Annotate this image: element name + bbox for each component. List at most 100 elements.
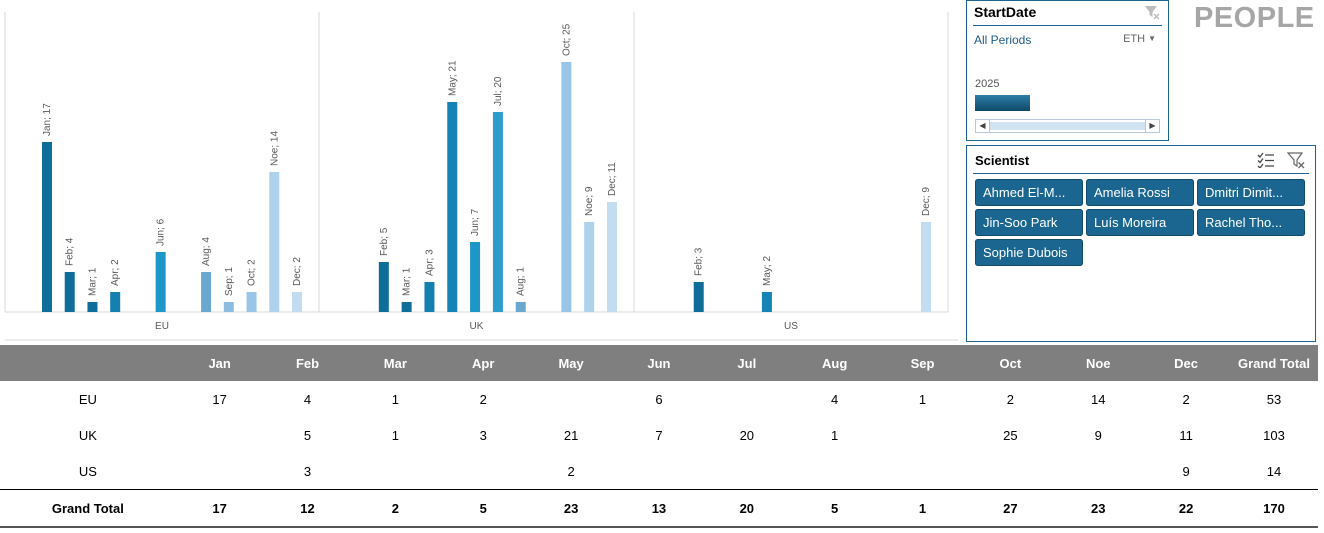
timeline-scrollbar[interactable]: ◀ ▶ bbox=[975, 119, 1160, 133]
table-cell: 22 bbox=[1142, 489, 1231, 528]
data-label: Oct; 2 bbox=[247, 259, 258, 286]
bar bbox=[761, 292, 772, 312]
column-header: May bbox=[527, 345, 616, 381]
table-cell: 23 bbox=[1054, 489, 1143, 528]
data-label: May; 21 bbox=[447, 60, 458, 96]
scroll-right-icon[interactable]: ▶ bbox=[1145, 120, 1159, 132]
slicer-title: Scientist bbox=[975, 153, 1030, 168]
table-cell: 5 bbox=[303, 427, 312, 443]
data-label: Dec; 2 bbox=[292, 257, 303, 286]
slicer-items: Ahmed El-M... Amelia Rossi Dmitri Dimit.… bbox=[975, 179, 1311, 266]
table-cell: 14 bbox=[1266, 463, 1282, 479]
scroll-left-icon[interactable]: ◀ bbox=[976, 120, 990, 132]
grand-total-row: Grand Total 17 12 2 5 23 13 20 5 1 27 23 22 170 bbox=[0, 489, 1318, 528]
bar bbox=[492, 112, 503, 312]
column-header: Jan bbox=[175, 345, 264, 381]
table-cell bbox=[703, 381, 791, 417]
table-cell: 17 bbox=[175, 489, 264, 528]
bar bbox=[693, 282, 704, 312]
bar bbox=[607, 202, 617, 312]
bar bbox=[292, 292, 302, 312]
scrollbar-thumb[interactable] bbox=[990, 122, 1145, 130]
column-header bbox=[0, 345, 176, 381]
startdate-timeline-slicer[interactable]: StartDate All Periods ETH ▼ 2025 ◀ ▶ bbox=[966, 0, 1169, 141]
table-cell bbox=[527, 381, 615, 417]
table-cell bbox=[879, 417, 967, 453]
time-level-dropdown[interactable]: ETH ▼ bbox=[1123, 33, 1156, 45]
table-cell: 2 bbox=[1006, 391, 1014, 407]
table-cell bbox=[439, 453, 527, 490]
table-cell: 11 bbox=[1179, 427, 1193, 443]
slicer-header-divider bbox=[973, 173, 1309, 174]
bar bbox=[87, 302, 98, 312]
table-cell: 6 bbox=[655, 391, 663, 407]
table-cell: 9 bbox=[1094, 427, 1102, 443]
row-label: US bbox=[78, 463, 97, 479]
bar bbox=[584, 222, 595, 312]
bar bbox=[515, 302, 526, 312]
table-cell: 1 bbox=[831, 427, 839, 443]
clear-filter-icon[interactable] bbox=[1287, 151, 1305, 169]
column-header: Jul bbox=[702, 345, 791, 381]
table-cell: 25 bbox=[1003, 427, 1018, 443]
table-cell: 14 bbox=[1091, 391, 1106, 407]
table-cell: 21 bbox=[563, 427, 579, 443]
table-cell bbox=[176, 453, 264, 490]
category-label: UK bbox=[470, 321, 484, 332]
slicer-item[interactable]: Amelia Rossi bbox=[1086, 179, 1194, 206]
table-cell: 2 bbox=[1182, 391, 1190, 407]
category-label: US bbox=[784, 321, 798, 332]
table-cell: 1 bbox=[918, 391, 927, 407]
slicer-item[interactable]: Jin-Soo Park bbox=[975, 209, 1083, 236]
data-label: Apr; 3 bbox=[424, 249, 435, 276]
row-label: Grand Total bbox=[0, 489, 176, 528]
slicer-item[interactable]: Rachel Tho... bbox=[1197, 209, 1305, 236]
data-label: Jun; 6 bbox=[156, 218, 167, 246]
clear-filter-icon[interactable] bbox=[1144, 4, 1160, 20]
column-header: Sep bbox=[878, 345, 967, 381]
bar bbox=[269, 172, 280, 312]
pivot-body: EU 17 4 1 2 6 4 1 2 14 2 53 UK 5 1 3 21 7 20 1 25 9 11 103 US 3 2 9… bbox=[0, 381, 1318, 528]
table-cell: 103 bbox=[1263, 427, 1285, 443]
slicer-item[interactable]: Sophie Dubois bbox=[975, 239, 1083, 266]
timeline-header-divider bbox=[973, 25, 1162, 26]
timeline-period-bar[interactable] bbox=[975, 95, 1030, 111]
slicer-item[interactable]: Ahmed El-M... bbox=[975, 179, 1083, 206]
table-cell: 3 bbox=[303, 463, 312, 479]
table-cell: 53 bbox=[1266, 391, 1282, 407]
table-cell: 12 bbox=[263, 489, 352, 528]
timeline-title: StartDate bbox=[974, 4, 1037, 20]
column-header: Mar bbox=[351, 345, 440, 381]
category-label: EU bbox=[155, 321, 169, 332]
chevron-down-icon: ▼ bbox=[1148, 34, 1156, 43]
table-cell: 170 bbox=[1230, 489, 1318, 528]
scientist-slicer[interactable]: Scientist Ahmed El-M... Amelia Rossi Dmi… bbox=[966, 145, 1316, 342]
data-label: Jan; 17 bbox=[42, 103, 53, 136]
multi-select-icon[interactable] bbox=[1257, 152, 1275, 168]
table-row: UK 5 1 3 21 7 20 1 25 9 11 103 bbox=[0, 417, 1318, 453]
data-label: Mar; 1 bbox=[87, 267, 98, 296]
table-cell: 1 bbox=[391, 391, 399, 407]
data-label: Jul; 20 bbox=[493, 76, 504, 106]
table-cell: 2 bbox=[479, 391, 487, 407]
row-label: UK bbox=[78, 427, 97, 443]
table-cell bbox=[351, 453, 439, 490]
bar bbox=[424, 282, 435, 312]
table-row: US 3 2 9 14 bbox=[0, 453, 1318, 490]
column-header: Apr bbox=[439, 345, 528, 381]
slicer-item[interactable]: Dmitri Dimit... bbox=[1197, 179, 1305, 206]
row-label: EU bbox=[78, 391, 97, 407]
bar bbox=[447, 102, 458, 312]
data-label: Mar; 1 bbox=[402, 267, 413, 296]
slicer-item[interactable]: Luís Moreira bbox=[1086, 209, 1194, 236]
bar bbox=[470, 242, 481, 312]
region-month-bar-chart: Jan; 17 Feb; 4 Mar; 1 Apr; 2 Jun; 6 Aug; 4 Sep… bbox=[0, 0, 958, 342]
bar bbox=[155, 252, 166, 312]
table-header-row: Jan Feb Mar Apr May Jun Jul Aug Sep Oct … bbox=[0, 345, 1318, 381]
table-cell: 17 bbox=[212, 391, 227, 407]
time-level-value: ETH bbox=[1123, 33, 1146, 45]
table-cell: 7 bbox=[655, 427, 663, 443]
data-label: Noe; 14 bbox=[269, 131, 280, 166]
table-cell: 1 bbox=[391, 427, 399, 443]
bar bbox=[110, 292, 121, 312]
